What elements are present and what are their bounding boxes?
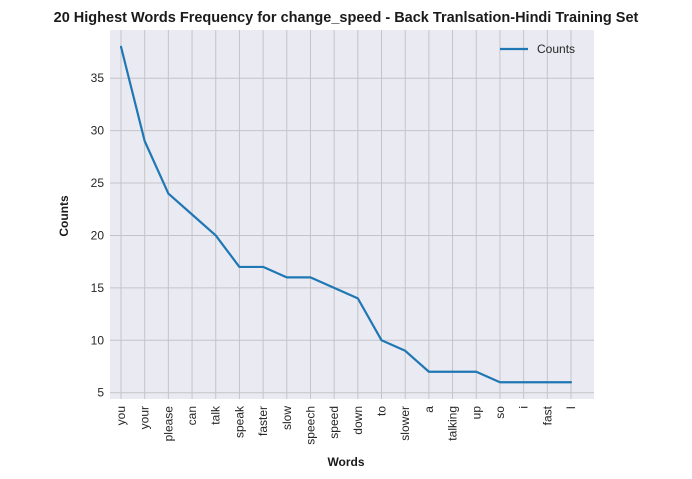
x-tick-label: slow <box>280 406 294 430</box>
y-tick-label: 35 <box>91 71 105 85</box>
x-tick-label: speak <box>232 405 246 438</box>
x-tick-label: speech <box>303 406 317 445</box>
x-tick-label: fast <box>540 405 554 425</box>
x-tick-labels: you your please can talk speak faster slow speec… <box>114 405 578 445</box>
x-tick-label: down <box>351 406 365 435</box>
x-axis-label: Words <box>327 455 364 469</box>
x-tick-label: talk <box>209 405 223 425</box>
y-tick-label: 15 <box>91 281 105 295</box>
x-tick-label: can <box>185 406 199 425</box>
x-tick-label: talking <box>446 406 460 441</box>
y-tick-label: 5 <box>97 386 104 400</box>
legend-label: Counts <box>537 42 575 56</box>
y-tick-label: 10 <box>91 333 105 347</box>
chart-title: 20 Highest Words Frequency for change_sp… <box>54 10 639 26</box>
y-tick-label: 30 <box>91 124 105 138</box>
x-tick-label: I <box>564 406 578 409</box>
x-tick-label: i <box>517 406 531 409</box>
x-tick-label: please <box>161 406 175 442</box>
x-tick-label: you <box>114 406 128 425</box>
x-tick-label: speed <box>327 406 341 439</box>
x-tick-label: your <box>138 406 152 429</box>
x-gridlines <box>120 30 572 399</box>
x-tick-label: so <box>493 406 507 419</box>
x-tick-label: up <box>469 406 483 420</box>
legend: Counts <box>500 42 575 56</box>
x-tick-label: slower <box>398 406 412 441</box>
series-line-counts <box>119 45 573 384</box>
x-tick-label: faster <box>256 406 270 436</box>
plot-background <box>110 30 594 399</box>
y-gridlines <box>110 77 594 394</box>
x-tick-label: to <box>375 406 389 416</box>
x-tick-label: a <box>422 406 436 413</box>
y-tick-label: 25 <box>91 176 105 190</box>
y-tick-label: 20 <box>91 228 105 242</box>
y-tick-labels: 5 10 15 20 25 30 35 <box>91 71 105 399</box>
y-axis-label: Counts <box>57 195 71 237</box>
